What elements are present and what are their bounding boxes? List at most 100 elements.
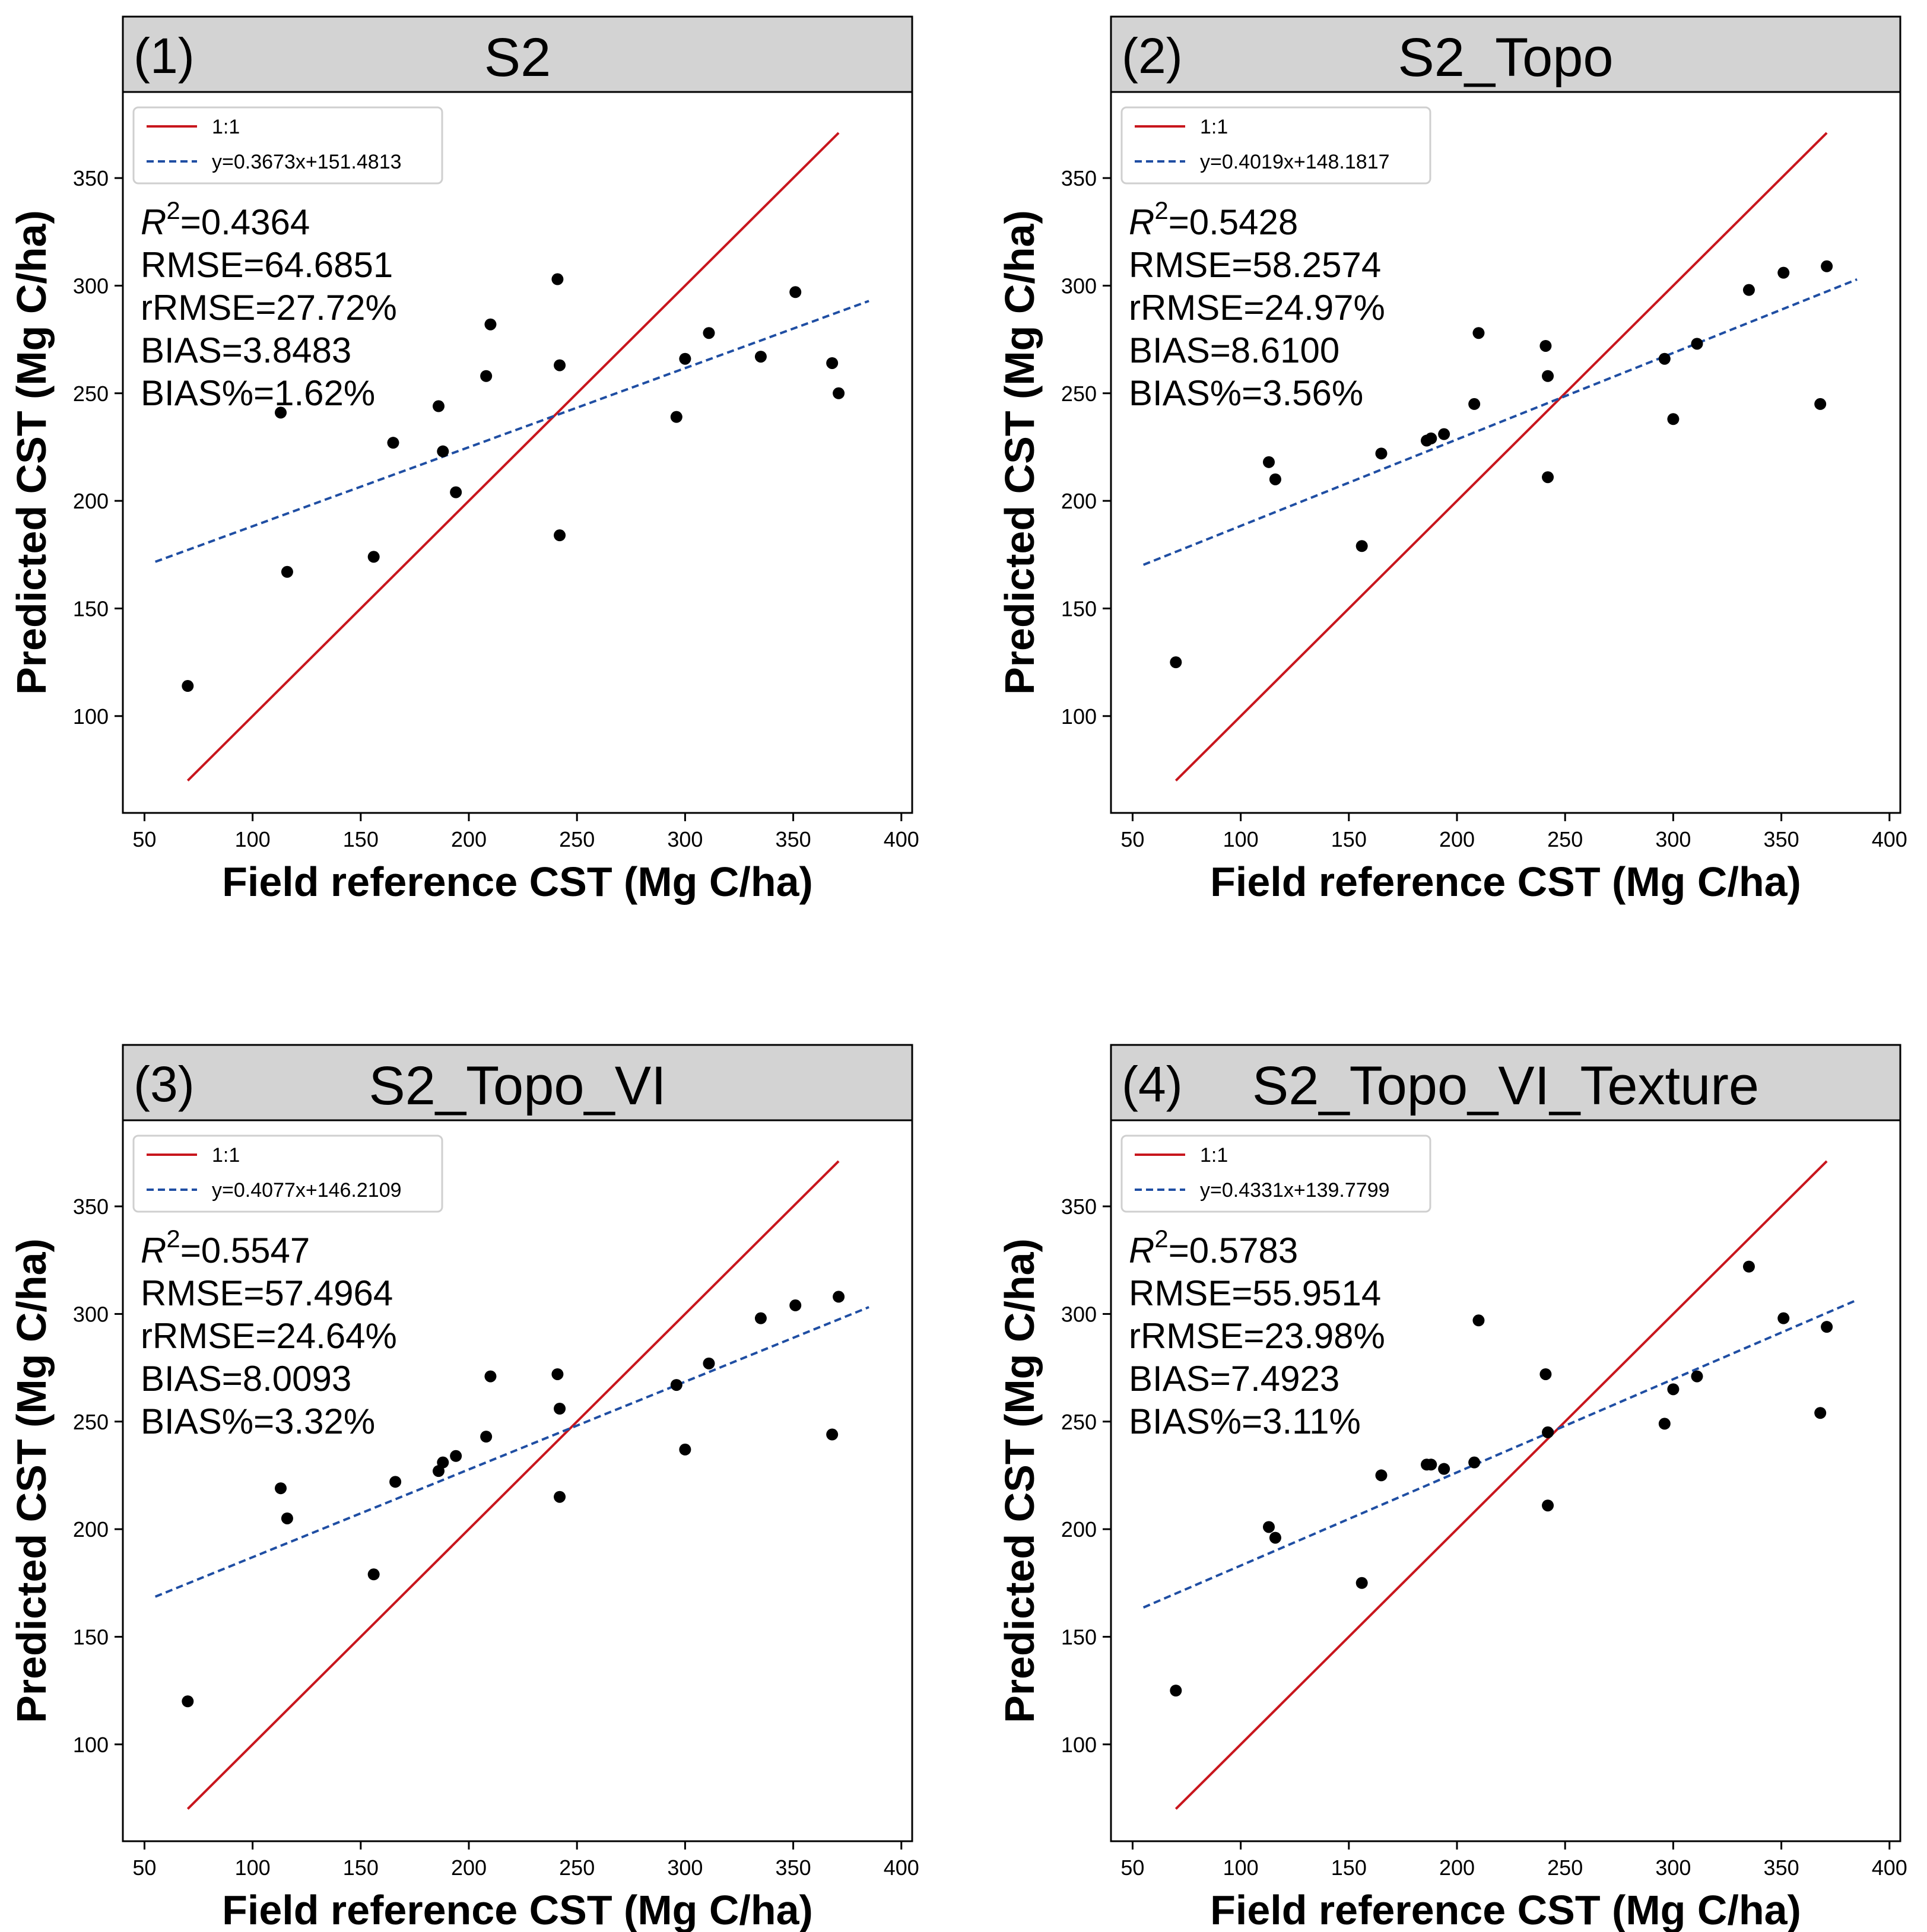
panel-title: S2_Topo_VI xyxy=(369,1056,666,1116)
y-tick-label: 350 xyxy=(73,166,109,190)
x-tick-label: 350 xyxy=(1764,827,1799,851)
stat-r2: R2=0.5783 xyxy=(1129,1225,1298,1270)
x-tick-label: 400 xyxy=(884,827,919,851)
x-tick-label: 50 xyxy=(1120,827,1144,851)
x-tick-label: 50 xyxy=(1120,1855,1144,1880)
data-point xyxy=(1355,1577,1368,1589)
y-tick-label: 250 xyxy=(1061,382,1097,406)
panel-label: (2) xyxy=(1122,28,1183,84)
data-point xyxy=(1468,398,1481,410)
y-tick-label: 200 xyxy=(73,1517,109,1542)
y-tick-label: 350 xyxy=(1061,166,1097,190)
data-point xyxy=(1375,447,1388,460)
x-tick-label: 300 xyxy=(667,1855,703,1880)
y-tick-label: 150 xyxy=(1061,1625,1097,1649)
panel-3: (3) S2_Topo_VI 50 100 150 200 250 300 350 400 100 1… xyxy=(8,1044,919,1932)
stat-bias: BIAS=3.8483 xyxy=(141,331,351,370)
legend-label-fit: y=0.4331x+139.7799 xyxy=(1200,1179,1390,1202)
panel-title: S2 xyxy=(484,27,551,88)
stat-rrmse: rRMSE=27.72% xyxy=(141,288,397,328)
x-tick-label: 200 xyxy=(451,1855,487,1880)
data-point xyxy=(551,273,564,285)
stat-r2-value: =0.5428 xyxy=(1169,202,1299,242)
fit-line xyxy=(154,300,869,563)
data-point xyxy=(367,551,380,563)
data-point xyxy=(437,1456,449,1469)
data-point xyxy=(275,406,287,419)
data-point xyxy=(1742,1260,1755,1273)
x-tick-label: 200 xyxy=(1439,827,1475,851)
data-point xyxy=(437,445,449,457)
x-tick-label: 50 xyxy=(132,1855,156,1880)
stats-block: R2=0.5547RMSE=57.4964rRMSE=24.64%BIAS=8.… xyxy=(141,1225,397,1441)
data-point xyxy=(1777,266,1790,279)
panel-title: S2_Topo_VI_Texture xyxy=(1252,1056,1759,1116)
data-point xyxy=(1170,1685,1182,1697)
y-axis-title: Predicted CST (Mg C/ha) xyxy=(996,210,1043,695)
stat-r2-value: =0.5783 xyxy=(1169,1231,1299,1270)
data-point xyxy=(1472,1314,1485,1327)
data-point xyxy=(182,680,194,692)
x-tick-label: 300 xyxy=(1655,827,1691,851)
data-point xyxy=(1269,473,1281,485)
x-tick-label: 250 xyxy=(1547,827,1583,851)
data-point xyxy=(554,529,566,542)
data-point xyxy=(1691,338,1703,350)
data-point xyxy=(1691,1370,1703,1383)
x-tick-label: 150 xyxy=(343,827,379,851)
y-tick-label: 200 xyxy=(73,489,109,513)
data-point xyxy=(433,400,445,412)
legend: 1:1 y=0.4331x+139.7799 xyxy=(1120,1135,1431,1213)
panel-title-bar xyxy=(122,15,913,93)
x-tick-label: 250 xyxy=(1547,1855,1583,1880)
y-tick-label: 300 xyxy=(1061,1302,1097,1326)
y-tick-label: 150 xyxy=(73,596,109,621)
x-tick-label: 50 xyxy=(132,827,156,851)
data-point xyxy=(789,1299,802,1311)
y-axis-title: Predicted CST (Mg C/ha) xyxy=(996,1238,1043,1723)
data-point xyxy=(1542,370,1554,382)
legend: 1:1 y=0.4019x+148.1817 xyxy=(1120,106,1431,185)
legend: 1:1 y=0.4077x+146.2109 xyxy=(132,1135,443,1213)
x-tick-label: 100 xyxy=(1223,1855,1259,1880)
data-point xyxy=(754,1312,767,1324)
data-point xyxy=(480,1431,493,1443)
x-tick-label: 100 xyxy=(1223,827,1259,851)
data-point xyxy=(833,1291,845,1303)
x-axis-title: Field reference CST (Mg C/ha) xyxy=(1210,859,1801,905)
y-tick-label: 300 xyxy=(1061,274,1097,298)
stat-bias: BIAS=8.6100 xyxy=(1129,331,1339,370)
data-point xyxy=(1542,1499,1554,1512)
y-tick-label: 200 xyxy=(1061,489,1097,513)
stat-r2-superscript: 2 xyxy=(166,196,180,224)
data-point xyxy=(1821,1321,1833,1333)
x-tick-label: 200 xyxy=(451,827,487,851)
x-axis-title: Field reference CST (Mg C/ha) xyxy=(222,1887,813,1932)
y-tick-label: 100 xyxy=(1061,1733,1097,1757)
data-point xyxy=(484,1370,497,1383)
stat-r2: R2=0.4364 xyxy=(141,196,310,242)
data-point xyxy=(450,486,462,498)
one-to-one-line xyxy=(1174,1160,1828,1810)
stat-bias-pct: BIAS%=3.32% xyxy=(141,1402,375,1441)
panel-title: S2_Topo xyxy=(1398,27,1613,88)
stat-bias: BIAS=7.4923 xyxy=(1129,1359,1339,1399)
data-point xyxy=(1539,1368,1552,1380)
y-tick-label: 300 xyxy=(73,274,109,298)
data-point xyxy=(1814,398,1827,410)
y-axis-title: Predicted CST (Mg C/ha) xyxy=(8,210,55,695)
y-tick-label: 150 xyxy=(1061,596,1097,621)
stat-r2-symbol: R xyxy=(1129,1231,1154,1270)
x-tick-label: 100 xyxy=(235,1855,271,1880)
data-point xyxy=(551,1368,564,1380)
stat-r2-symbol: R xyxy=(1129,202,1154,242)
data-point xyxy=(1375,1469,1388,1482)
stat-rrmse: rRMSE=24.64% xyxy=(141,1316,397,1356)
stat-bias-pct: BIAS%=3.56% xyxy=(1129,373,1363,413)
stat-r2-value: =0.4364 xyxy=(180,202,310,242)
y-tick-label: 100 xyxy=(73,704,109,729)
data-point xyxy=(387,437,399,449)
data-point xyxy=(450,1450,462,1462)
x-tick-label: 400 xyxy=(1872,827,1907,851)
